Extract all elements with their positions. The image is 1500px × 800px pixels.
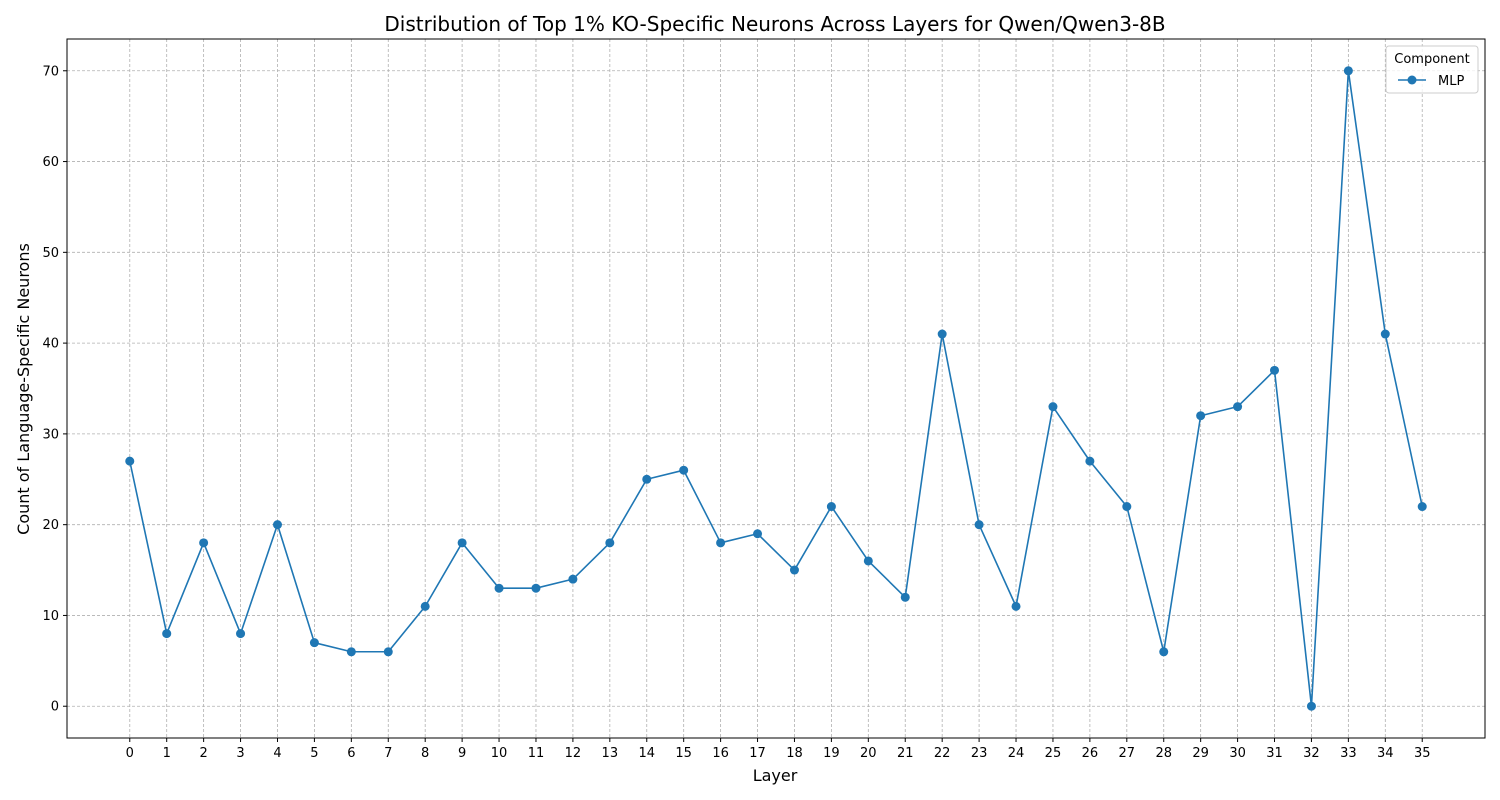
data-point	[679, 465, 689, 475]
series-group	[125, 66, 1427, 711]
x-tick-label: 3	[236, 746, 244, 761]
x-tick-label: 5	[310, 746, 318, 761]
data-point	[1048, 402, 1058, 412]
data-point	[236, 629, 246, 639]
x-tick-label: 24	[1008, 746, 1025, 761]
data-point	[753, 529, 763, 539]
data-point	[642, 474, 652, 484]
data-point	[1122, 502, 1132, 512]
data-point	[531, 583, 541, 593]
x-tick-label: 15	[675, 746, 692, 761]
x-tick-label: 21	[897, 746, 914, 761]
data-point	[1233, 402, 1243, 412]
x-tick-label: 1	[163, 746, 171, 761]
data-point	[309, 638, 319, 648]
x-tick-label: 0	[126, 746, 134, 761]
data-point	[1196, 411, 1206, 421]
grid-lines	[67, 39, 1485, 738]
x-tick-label: 16	[712, 746, 729, 761]
data-point	[1306, 701, 1316, 711]
data-point	[1159, 647, 1169, 657]
data-point	[605, 538, 615, 548]
x-tick-label: 25	[1045, 746, 1062, 761]
x-tick-label: 17	[749, 746, 766, 761]
data-point	[1085, 456, 1095, 466]
y-tick-label: 50	[42, 246, 59, 261]
x-tick-label: 19	[823, 746, 840, 761]
data-point	[1270, 365, 1280, 375]
y-axis-label: Count of Language-Specific Neurons	[14, 243, 33, 535]
data-point	[863, 556, 873, 566]
data-point	[199, 538, 209, 548]
y-tick-label: 0	[51, 700, 59, 715]
data-point	[568, 574, 578, 584]
chart-title: Distribution of Top 1% KO-Specific Neuro…	[384, 12, 1165, 36]
x-tick-label: 33	[1340, 746, 1357, 761]
x-tick-label: 28	[1155, 746, 1172, 761]
plot-area	[66, 38, 1486, 739]
data-point	[716, 538, 726, 548]
legend-entry-mlp: MLP	[1438, 74, 1464, 89]
y-tick-label: 20	[42, 518, 59, 533]
data-point	[420, 601, 430, 611]
legend-marker-mlp	[1407, 75, 1417, 85]
x-tick-label: 9	[458, 746, 466, 761]
x-tick-label: 29	[1192, 746, 1209, 761]
data-point	[162, 629, 172, 639]
y-tick-label: 10	[42, 609, 59, 624]
data-point	[900, 592, 910, 602]
x-tick-label: 14	[638, 746, 655, 761]
x-axis-label: Layer	[753, 766, 798, 785]
x-tick-label: 2	[199, 746, 207, 761]
data-point	[974, 520, 984, 530]
data-point	[1380, 329, 1390, 339]
y-tick-label: 30	[42, 427, 59, 442]
data-point	[1417, 502, 1427, 512]
data-point	[383, 647, 393, 657]
x-tick-label: 22	[934, 746, 951, 761]
y-tick-label: 40	[42, 337, 59, 352]
data-point	[789, 565, 799, 575]
x-tick-label: 27	[1119, 746, 1136, 761]
x-tick-label: 26	[1082, 746, 1099, 761]
data-point	[125, 456, 135, 466]
x-tick-label: 18	[786, 746, 803, 761]
legend-title: Component	[1394, 52, 1469, 67]
y-tick-label: 70	[42, 64, 59, 79]
x-tick-label: 20	[860, 746, 877, 761]
y-tick-label: 60	[42, 155, 59, 170]
legend: Component MLP	[1385, 45, 1479, 94]
y-axis-ticks: 0 10 20 30 40 50 60 70	[42, 64, 67, 715]
x-tick-label: 12	[565, 746, 582, 761]
data-point	[826, 502, 836, 512]
x-tick-label: 4	[273, 746, 281, 761]
x-tick-label: 7	[384, 746, 392, 761]
x-tick-label: 34	[1377, 746, 1394, 761]
x-tick-label: 23	[971, 746, 988, 761]
data-point	[494, 583, 504, 593]
data-point	[1011, 601, 1021, 611]
data-point	[346, 647, 356, 657]
x-tick-label: 35	[1414, 746, 1431, 761]
x-tick-label: 32	[1303, 746, 1320, 761]
series-line-mlp	[128, 69, 1424, 708]
data-point	[457, 538, 467, 548]
x-tick-label: 13	[602, 746, 619, 761]
data-point	[272, 520, 282, 530]
data-point	[1343, 66, 1353, 76]
x-axis-ticks: 0 1 2 3 4 5 6 7 8 9 10 11 12 13 14 15 16 17 18 19 20 21 22 23 24…	[126, 738, 1431, 761]
x-tick-label: 31	[1266, 746, 1283, 761]
data-point	[937, 329, 947, 339]
x-tick-label: 8	[421, 746, 429, 761]
x-tick-label: 11	[528, 746, 545, 761]
x-tick-label: 10	[491, 746, 508, 761]
x-tick-label: 6	[347, 746, 355, 761]
x-tick-label: 30	[1229, 746, 1246, 761]
